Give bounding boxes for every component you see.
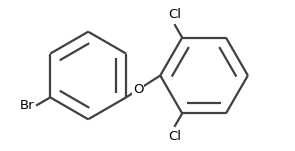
Text: Cl: Cl	[168, 130, 181, 143]
Text: O: O	[133, 83, 143, 96]
Text: Cl: Cl	[168, 8, 181, 21]
Text: Br: Br	[19, 99, 34, 112]
